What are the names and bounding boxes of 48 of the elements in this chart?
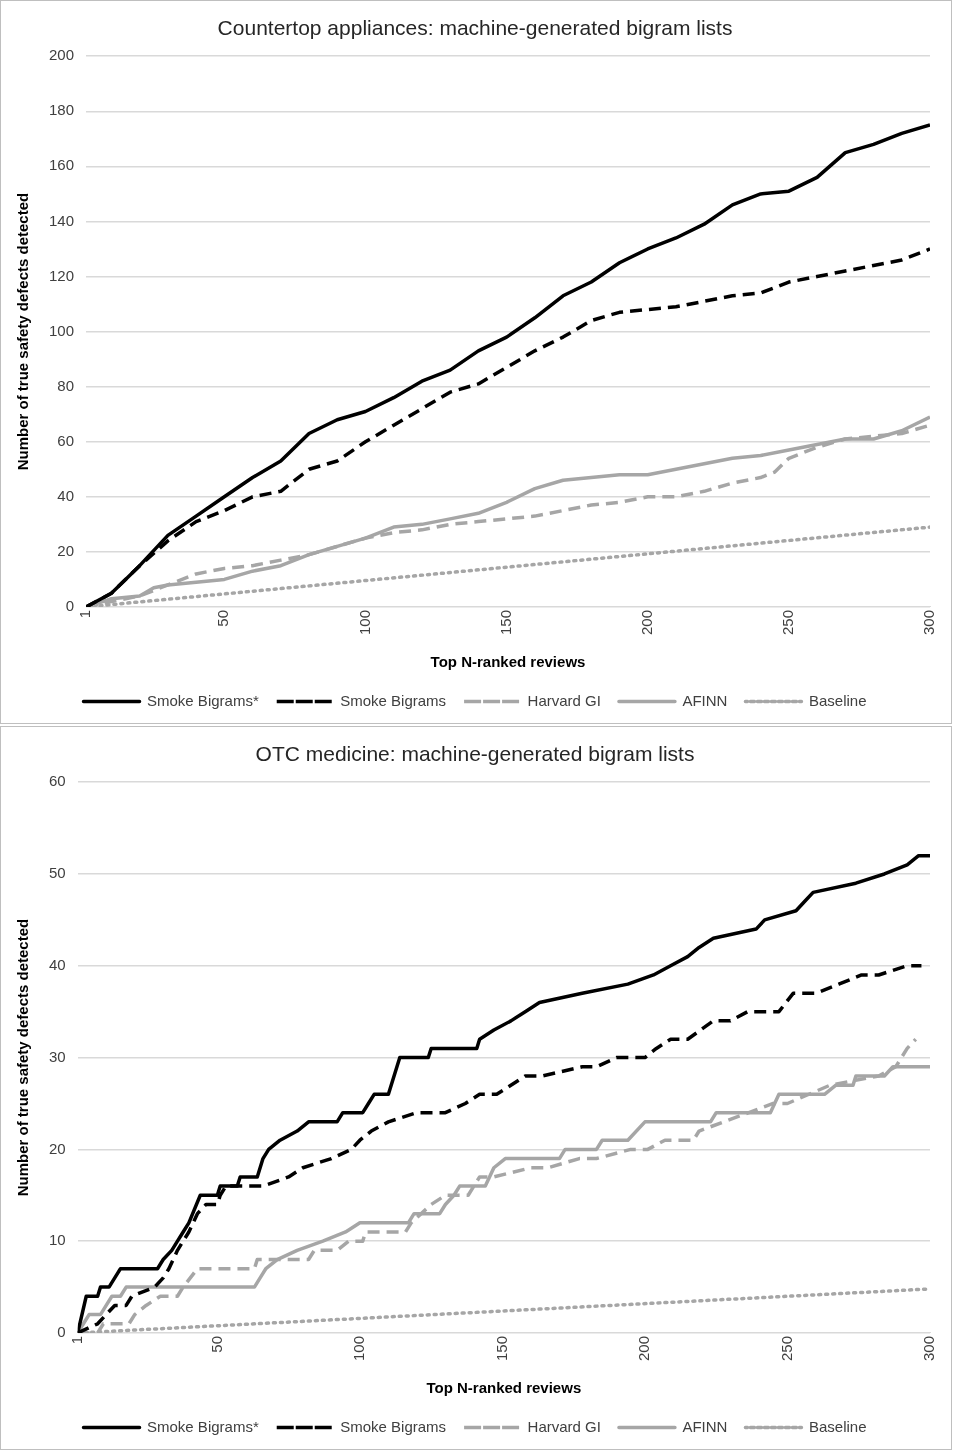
y-tick-label: 120 [49,266,75,284]
y-tick-label: 10 [49,1231,66,1249]
chart-title: OTC medicine: machine-generated bigram lists [255,742,695,766]
x-tick-label: 100 [355,609,373,635]
x-axis-title: Top N-ranked reviews [430,653,586,671]
x-tick-label: 50 [214,609,232,627]
x-tick-label: 150 [496,609,514,635]
y-tick-label: 160 [49,156,75,174]
x-tick-label: 200 [635,1335,653,1361]
y-tick-label: 40 [57,486,75,504]
x-axis-title: Top N-ranked reviews [426,1379,582,1397]
y-tick-label: 60 [49,772,66,790]
x-tick-label: 50 [207,1335,225,1353]
y-tick-label: 180 [49,101,75,119]
x-tick-label: 1 [76,609,94,619]
legend-label: Baseline [808,691,867,709]
legend-label: Smoke Bigrams [340,1417,447,1435]
legend-label: Harvard GI [527,691,601,709]
y-axis-title: Number of true safety defects detected [14,192,32,471]
x-tick-label: 200 [637,609,655,635]
legend-label: Smoke Bigrams* [147,1417,259,1435]
chart-title: Countertop appliances: machine-generated bigram lists [217,16,733,40]
y-axis-title: Number of true safety defects detected [14,918,32,1197]
x-tick-label: 300 [920,1335,938,1361]
y-tick-label: 60 [57,431,75,449]
legend-label: Smoke Bigrams* [147,691,259,709]
legend-label: Harvard GI [527,1417,601,1435]
x-tick-label: 250 [779,609,797,635]
y-tick-label: 100 [49,321,75,339]
x-tick-label: 100 [350,1335,368,1361]
y-tick-label: 20 [49,1139,66,1157]
legend-label: AFINN [682,691,728,709]
y-tick-label: 30 [49,1047,66,1065]
y-tick-label: 80 [57,376,75,394]
y-tick-label: 20 [57,542,75,560]
y-tick-label: 0 [57,1323,66,1341]
y-tick-label: 40 [49,955,66,973]
y-tick-label: 50 [49,864,66,882]
legend-label: Baseline [808,1417,867,1435]
legend-label: Smoke Bigrams [340,691,447,709]
y-tick-label: 0 [65,597,75,615]
y-tick-label: 200 [49,46,75,64]
x-tick-label: 1 [67,1335,85,1345]
x-tick-label: 300 [920,609,938,635]
y-tick-label: 140 [49,211,75,229]
x-tick-label: 150 [492,1335,510,1361]
legend-label: AFINN [682,1417,728,1435]
x-tick-label: 250 [777,1335,795,1361]
